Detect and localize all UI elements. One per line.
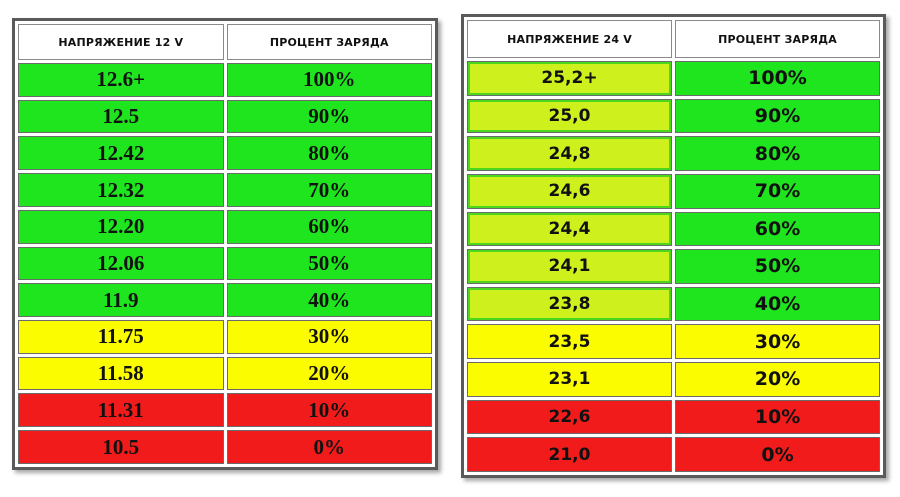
voltage-cell: 12.20: [18, 209, 224, 244]
header-percent-24v: ПРОЦЕНТ ЗАРЯДА: [675, 20, 880, 58]
table-row: 24,6 70%: [467, 173, 880, 209]
percent-cell: 30%: [226, 320, 432, 354]
table-row: 24,8 80%: [467, 136, 880, 171]
voltage-cell: 10.5: [18, 430, 224, 464]
table-row: 12.20 60%: [18, 209, 432, 244]
voltage-cell: 24,8: [467, 136, 672, 171]
table-24v-header-row: НАПРЯЖЕНИЕ 24 V ПРОЦЕНТ ЗАРЯДА: [467, 20, 880, 58]
table-row: 11.58 20%: [18, 356, 432, 391]
percent-cell: 10%: [226, 393, 432, 428]
table-row: 21,0 0%: [467, 437, 880, 472]
voltage-cell: 12.06: [18, 246, 224, 281]
percent-cell: 90%: [226, 99, 432, 134]
table-row: 23,8 40%: [467, 286, 880, 322]
voltage-cell: 11.75: [18, 320, 224, 354]
percent-cell: 0%: [226, 430, 432, 464]
voltage-cell: 24,1: [467, 249, 672, 284]
voltage-cell: 22,6: [467, 399, 672, 435]
table-24v: НАПРЯЖЕНИЕ 24 V ПРОЦЕНТ ЗАРЯДА 25,2+ 100%…: [464, 17, 883, 475]
voltage-cell: 25,0: [467, 98, 672, 134]
percent-cell: 100%: [226, 63, 432, 97]
table-row: 11.75 30%: [18, 320, 432, 354]
voltage-cell: 11.9: [18, 283, 224, 318]
percent-cell: 60%: [675, 211, 880, 247]
table-row: 12.5 90%: [18, 99, 432, 134]
voltage-cell: 12.42: [18, 136, 224, 171]
voltage-cell: 24,4: [467, 211, 672, 247]
table-row: 22,6 10%: [467, 399, 880, 435]
table-row: 24,1 50%: [467, 249, 880, 284]
table-row: 23,5 30%: [467, 324, 880, 359]
percent-cell: 100%: [675, 61, 880, 96]
percent-cell: 30%: [675, 324, 880, 359]
percent-cell: 60%: [226, 209, 432, 244]
table-12v-header-row: НАПРЯЖЕНИЕ 12 V ПРОЦЕНТ ЗАРЯДА: [18, 24, 432, 60]
voltage-cell: 12.6+: [18, 63, 224, 97]
percent-cell: 20%: [675, 362, 880, 397]
table-12v: НАПРЯЖЕНИЕ 12 V ПРОЦЕНТ ЗАРЯДА 12.6+ 100%…: [15, 21, 435, 467]
percent-cell: 90%: [675, 98, 880, 134]
table-row: 12.42 80%: [18, 136, 432, 171]
table-24v-panel: НАПРЯЖЕНИЕ 24 V ПРОЦЕНТ ЗАРЯДА 25,2+ 100%…: [461, 14, 886, 478]
voltage-cell: 23,5: [467, 324, 672, 359]
table-row: 25,2+ 100%: [467, 61, 880, 96]
table-row: 24,4 60%: [467, 211, 880, 247]
percent-cell: 40%: [226, 283, 432, 318]
voltage-cell: 12.5: [18, 99, 224, 134]
table-row: 11.31 10%: [18, 393, 432, 428]
voltage-cell: 11.31: [18, 393, 224, 428]
percent-cell: 50%: [226, 246, 432, 281]
table-row: 12.32 70%: [18, 173, 432, 207]
percent-cell: 50%: [675, 249, 880, 284]
percent-cell: 80%: [226, 136, 432, 171]
header-voltage-24v: НАПРЯЖЕНИЕ 24 V: [467, 20, 672, 58]
table-row: 10.5 0%: [18, 430, 432, 464]
table-row: 25,0 90%: [467, 98, 880, 134]
percent-cell: 40%: [675, 286, 880, 322]
header-percent-12v: ПРОЦЕНТ ЗАРЯДА: [226, 24, 432, 60]
header-voltage-12v: НАПРЯЖЕНИЕ 12 V: [18, 24, 224, 60]
percent-cell: 70%: [226, 173, 432, 207]
percent-cell: 80%: [675, 136, 880, 171]
table-row: 12.6+ 100%: [18, 63, 432, 97]
voltage-cell: 23,1: [467, 362, 672, 397]
voltage-cell: 23,8: [467, 286, 672, 322]
percent-cell: 0%: [675, 437, 880, 472]
table-12v-panel: НАПРЯЖЕНИЕ 12 V ПРОЦЕНТ ЗАРЯДА 12.6+ 100%…: [12, 18, 438, 470]
percent-cell: 20%: [226, 356, 432, 391]
voltage-cell: 24,6: [467, 173, 672, 209]
voltage-cell: 25,2+: [467, 61, 672, 96]
voltage-cell: 12.32: [18, 173, 224, 207]
percent-cell: 10%: [675, 399, 880, 435]
voltage-cell: 11.58: [18, 356, 224, 391]
voltage-cell: 21,0: [467, 437, 672, 472]
table-row: 12.06 50%: [18, 246, 432, 281]
table-row: 11.9 40%: [18, 283, 432, 318]
percent-cell: 70%: [675, 173, 880, 209]
table-row: 23,1 20%: [467, 362, 880, 397]
